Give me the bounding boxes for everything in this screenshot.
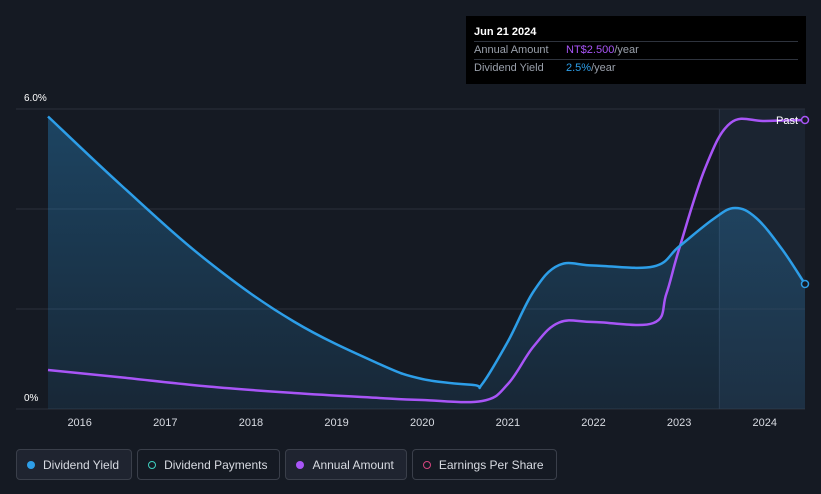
x-tick-label: 2020 xyxy=(410,417,434,429)
legend-label: Dividend Yield xyxy=(43,457,120,472)
past-label: Past xyxy=(776,115,798,127)
tooltip-value: NT$2.500 xyxy=(566,44,615,56)
dividend-yield-line xyxy=(47,115,807,390)
tooltip-row-annual-amount: Annual Amount NT$2.500 /year xyxy=(474,41,798,59)
tooltip-row-dividend-yield: Dividend Yield 2.5% /year xyxy=(474,59,798,77)
x-tick-label: 2024 xyxy=(753,417,777,429)
x-tick-label: 2021 xyxy=(496,417,520,429)
dividend-yield-area xyxy=(48,116,805,409)
annual-amount-line xyxy=(47,117,806,404)
legend-label: Annual Amount xyxy=(312,457,394,472)
tooltip-label: Dividend Yield xyxy=(474,62,544,74)
x-tick-label: 2023 xyxy=(667,417,691,429)
legend-label: Dividend Payments xyxy=(164,457,268,472)
x-tick-label: 2016 xyxy=(67,417,91,429)
legend-label: Earnings Per Share xyxy=(438,457,544,472)
legend-dividend-yield[interactable]: Dividend Yield xyxy=(16,449,133,480)
tooltip: Jun 21 2024 Annual Amount NT$2.500 /year… xyxy=(466,16,806,84)
tooltip-value: 2.5% xyxy=(566,62,592,74)
legend-dividend-payments[interactable]: Dividend Payments xyxy=(137,449,281,480)
legend-annual-amount[interactable]: Annual Amount xyxy=(285,449,407,480)
x-tick-label: 2018 xyxy=(239,417,263,429)
y-tick-label: 0% xyxy=(24,393,39,404)
legend-dot-icon xyxy=(27,460,35,469)
legend-dot-icon xyxy=(148,460,157,469)
x-tick-label: 2022 xyxy=(581,417,605,429)
tooltip-date: Jun 21 2024 xyxy=(474,26,537,38)
annual-amount-end-dot[interactable] xyxy=(800,115,810,125)
y-tick-label: 6.0% xyxy=(24,93,47,104)
legend-earnings-per-share[interactable]: Earnings Per Share xyxy=(411,449,557,480)
tooltip-unit: /year xyxy=(614,44,639,56)
x-tick-label: 2017 xyxy=(153,417,177,429)
legend: Dividend Yield Dividend Payments Annual … xyxy=(16,449,557,480)
legend-dot-icon xyxy=(296,460,305,469)
x-tick-label: 2019 xyxy=(324,417,348,429)
legend-dot-icon xyxy=(422,460,431,469)
tooltip-label: Annual Amount xyxy=(474,44,549,56)
tooltip-unit: /year xyxy=(591,62,616,74)
dividend-yield-end-dot[interactable] xyxy=(800,279,810,289)
